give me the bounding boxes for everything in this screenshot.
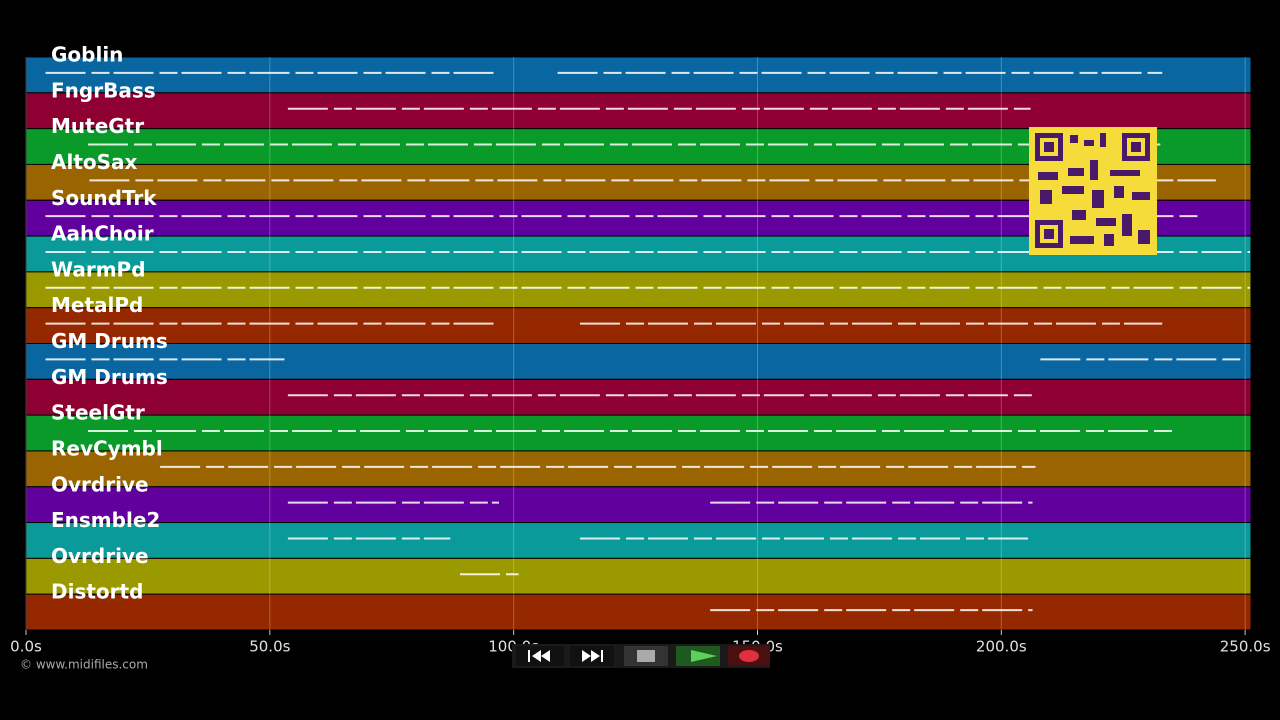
transport-controls (512, 644, 770, 668)
track-name: FngrBass (51, 78, 156, 102)
track-name: AltoSax (51, 150, 138, 174)
credit: © www.midifiles.com (20, 658, 148, 672)
forward-button[interactable] (570, 646, 614, 666)
play-button[interactable] (676, 646, 720, 666)
track-name: Distortd (51, 580, 143, 604)
track-name: GM Drums (51, 329, 168, 353)
track-name: RevCymbl (51, 436, 163, 460)
tick-label: 250.0s (1220, 638, 1271, 656)
track-name: MuteGtr (51, 114, 144, 138)
tick-label: 50.0s (249, 638, 290, 656)
track-band (25, 56, 1252, 94)
track-band (25, 307, 1252, 344)
track-band (25, 486, 1252, 524)
track-band (25, 271, 1252, 309)
track-name: SteelGtr (51, 401, 145, 425)
track-band (25, 92, 1252, 130)
track-name: Ensmble2 (51, 508, 160, 532)
track-band (25, 450, 1252, 488)
track-band (25, 522, 1252, 559)
track-name: Goblin (51, 43, 123, 67)
track-name: Ovrdrive (51, 544, 149, 568)
track-band (25, 593, 1252, 631)
time-grid (25, 57, 1246, 630)
track-labels: Goblin FngrBass MuteGtr AltoSax SoundTrk AahC… (51, 43, 168, 604)
track-band (25, 343, 1252, 380)
track-name: SoundTrk (51, 186, 157, 210)
track-name: WarmPd (51, 257, 146, 281)
track-name: MetalPd (51, 293, 143, 317)
tick-label: 200.0s (976, 638, 1027, 656)
track-name: GM Drums (51, 365, 168, 389)
track-name: Ovrdrive (51, 472, 149, 496)
track-name: AahChoir (51, 222, 154, 246)
qr-code (1029, 127, 1157, 255)
track-band (25, 414, 1252, 452)
rewind-button[interactable] (516, 646, 564, 666)
track-band (25, 557, 1252, 595)
record-button[interactable] (728, 646, 770, 666)
tick-label: 0.0s (10, 638, 42, 656)
notes (45, 71, 1251, 612)
stop-button[interactable] (624, 646, 668, 666)
track-band (25, 378, 1252, 416)
